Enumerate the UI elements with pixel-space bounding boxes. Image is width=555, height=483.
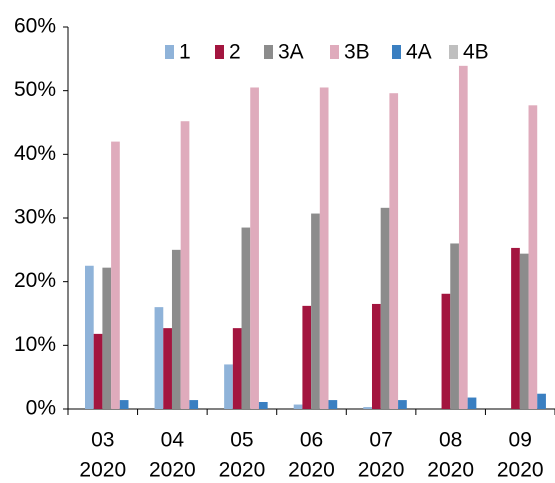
legend-label: 4B [463,41,489,64]
x-tick-label: 2020 [427,459,474,482]
bar [398,400,407,409]
bar [519,253,529,409]
x-tick-label: 2020 [288,459,335,482]
bar [441,293,451,409]
bar [180,121,190,409]
bar [224,364,233,409]
x-tick-label: 2020 [79,459,126,482]
y-tick-label: 0% [26,397,56,420]
x-tick-label: 2020 [497,459,544,482]
y-tick-label: 20% [14,269,56,292]
bar [528,105,538,409]
bar [111,141,120,409]
bar [241,227,251,409]
x-tick-label: 05 [230,429,253,452]
bar [93,333,103,409]
y-tick-label: 40% [14,142,56,165]
x-tick-label: 03 [91,429,114,452]
bar [119,400,129,409]
bar [189,400,199,409]
legend-label: 1 [179,41,191,64]
bar [154,307,164,409]
bar [311,213,320,409]
y-tick-label: 10% [14,333,56,356]
bar [537,393,546,409]
bar [293,404,303,409]
legend-swatch [215,45,224,59]
bar [371,303,381,409]
legend-swatch [449,45,458,59]
bar [458,65,468,409]
legend-swatch [392,45,401,59]
bar [232,328,242,409]
bar [163,328,172,409]
bar [511,247,520,409]
x-tick-label: 06 [300,429,323,452]
bar [363,407,372,409]
bar [319,87,329,409]
legend-label: 2 [229,41,241,64]
bar [258,401,268,409]
x-tick-label: 08 [439,429,462,452]
legend-swatch [165,45,174,59]
x-tick-label: 2020 [358,459,405,482]
legend-label: 3A [278,41,304,64]
x-tick-label: 07 [369,429,392,452]
bar [328,400,338,409]
bar [85,265,94,409]
bar [102,267,112,409]
bar [450,243,459,409]
y-tick-label: 60% [14,15,56,38]
bar [467,397,477,409]
bar [250,87,259,409]
x-tick-label: 2020 [149,459,196,482]
legend-swatch [330,45,339,59]
x-tick-label: 2020 [219,459,266,482]
legend-swatch [264,45,273,59]
bar [171,249,181,409]
bar [302,305,312,409]
bar [380,207,390,409]
bar [389,93,399,410]
x-tick-label: 04 [161,429,185,452]
y-tick-label: 50% [14,78,56,101]
x-tick-label: 09 [509,429,532,452]
legend-label: 4A [406,41,432,64]
y-tick-label: 30% [14,206,56,229]
legend-label: 3B [344,41,370,64]
